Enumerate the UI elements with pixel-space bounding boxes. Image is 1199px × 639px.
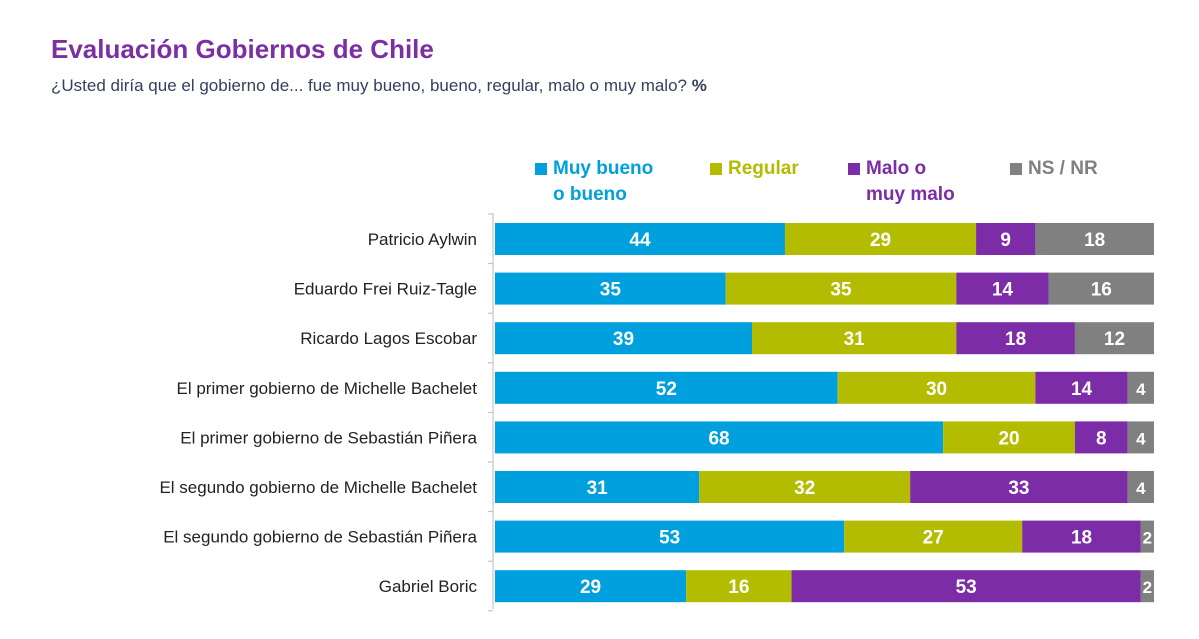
bar-segment — [1022, 520, 1141, 553]
bar-segment — [976, 223, 1036, 255]
data-label: 8 — [1096, 428, 1107, 449]
subtitle-text: ¿Usted diría que el gobierno de... fue m… — [51, 76, 687, 95]
bar-segment — [844, 520, 1023, 553]
data-label: 35 — [830, 280, 852, 301]
bar-segment — [725, 272, 957, 305]
bar-segment — [943, 421, 1075, 454]
bar-segment — [784, 223, 977, 255]
data-label: 29 — [870, 230, 891, 251]
bar-segment — [1074, 421, 1128, 454]
bar-segment — [1035, 223, 1154, 255]
data-label: 20 — [998, 428, 1019, 449]
data-label: 35 — [600, 280, 622, 301]
bar-segment — [699, 471, 911, 503]
legend-swatch — [710, 163, 722, 175]
data-label: 53 — [659, 528, 680, 549]
data-label: 44 — [629, 230, 651, 251]
bar-segment — [1140, 520, 1154, 553]
bar-segment — [837, 371, 1036, 404]
data-label: 68 — [708, 428, 729, 449]
legend-item-0: Muy bueno o bueno — [535, 156, 653, 208]
bar-segment — [956, 322, 1075, 355]
category-label: Gabriel Boric — [379, 577, 478, 596]
legend-label: Muy bueno o bueno — [553, 158, 654, 205]
bar-segment — [1127, 471, 1154, 503]
data-label: 12 — [1104, 329, 1125, 350]
data-label: 53 — [956, 577, 977, 598]
data-label: 52 — [656, 379, 677, 400]
data-label: 2 — [1143, 529, 1152, 548]
data-label: 18 — [1005, 329, 1026, 350]
bar-segment — [495, 570, 687, 603]
legend-swatch — [1010, 163, 1022, 175]
category-label: El segundo gobierno de Sebastián Piñera — [163, 528, 477, 547]
bar-segment — [1048, 272, 1154, 305]
data-label: 14 — [992, 280, 1014, 301]
data-label: 4 — [1136, 479, 1146, 498]
legend-label: Regular — [728, 158, 799, 179]
data-label: 33 — [1008, 478, 1029, 499]
category-label: El primer gobierno de Michelle Bachelet — [177, 379, 478, 398]
data-label: 39 — [613, 329, 634, 350]
bar-segment — [1035, 371, 1128, 404]
legend-label: Malo o muy malo — [866, 158, 955, 205]
data-label: 16 — [728, 577, 749, 598]
bar-segment — [495, 223, 785, 255]
category-label: Eduardo Frei Ruiz-Tagle — [294, 280, 477, 299]
data-label: 2 — [1143, 578, 1152, 597]
bar-segment — [956, 272, 1049, 305]
bar-segment — [1074, 322, 1154, 355]
category-label: Ricardo Lagos Escobar — [300, 329, 477, 348]
bar-segment — [686, 570, 792, 603]
data-label: 16 — [1091, 280, 1112, 301]
category-label: El segundo gobierno de Michelle Bachelet — [159, 478, 477, 497]
legend-swatch — [848, 163, 860, 175]
data-label: 27 — [923, 528, 944, 549]
bar-segment — [495, 471, 700, 503]
subtitle-unit: % — [691, 76, 707, 95]
bar-segment — [752, 322, 957, 355]
legend-item-2: Malo o muy malo — [848, 156, 955, 208]
bar-segment — [495, 520, 845, 553]
data-label: 31 — [844, 329, 866, 350]
category-label: Patricio Aylwin — [368, 230, 477, 249]
category-label: El primer gobierno de Sebastián Piñera — [180, 428, 477, 447]
bar-segment — [495, 421, 944, 454]
data-label: 29 — [580, 577, 601, 598]
data-label: 18 — [1071, 528, 1092, 549]
chart-title: Evaluación Gobiernos de Chile — [51, 34, 434, 64]
legend-swatch — [535, 163, 547, 175]
bar-segment — [910, 471, 1128, 503]
chart-subtitle: ¿Usted diría que el gobierno de... fue m… — [51, 76, 707, 96]
bar-segment — [495, 371, 838, 404]
data-label: 14 — [1071, 379, 1093, 400]
data-label: 4 — [1136, 380, 1146, 399]
bar-segment — [1127, 371, 1154, 404]
data-label: 30 — [926, 379, 947, 400]
data-label: 32 — [794, 478, 815, 499]
bar-segment — [495, 272, 726, 305]
legend-item-3: NS / NR — [1010, 156, 1098, 182]
bar-segment — [1127, 421, 1154, 454]
data-label: 18 — [1084, 230, 1105, 251]
data-label: 4 — [1136, 429, 1146, 448]
bar-segment — [791, 570, 1141, 603]
bar-segment — [495, 322, 753, 355]
bar-segment — [1140, 570, 1154, 603]
legend-item-1: Regular — [710, 156, 799, 182]
data-label: 9 — [1000, 230, 1011, 251]
legend-label: NS / NR — [1028, 158, 1098, 179]
data-label: 31 — [587, 478, 609, 499]
